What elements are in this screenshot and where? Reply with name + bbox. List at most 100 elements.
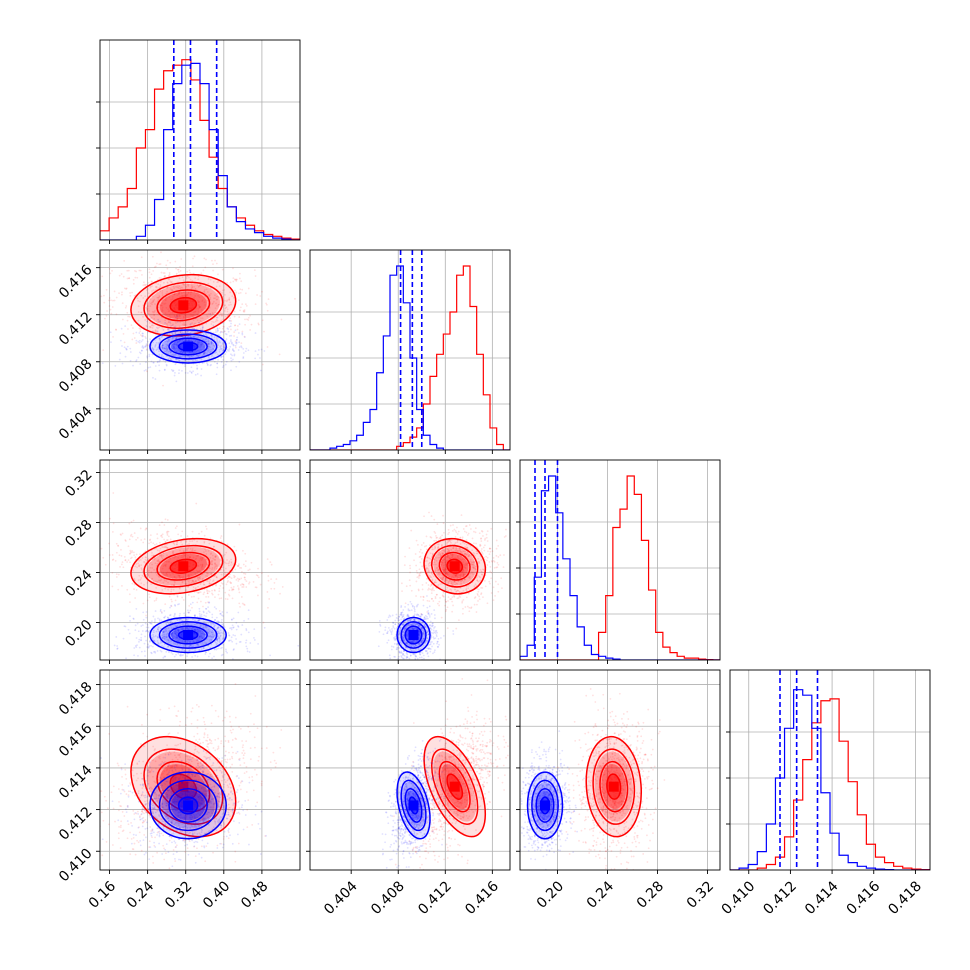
scatter-point [426,556,429,559]
scatter-point [151,567,154,569]
scatter-point [489,565,492,568]
scatter-point [216,631,219,634]
scatter-point [175,634,178,637]
scatter-point [222,632,224,634]
scatter-point [200,343,203,346]
scatter-point [490,571,493,574]
scatter-point [176,637,179,640]
scatter-point [478,532,481,535]
scatter-point [178,603,180,605]
scatter-point [483,544,486,547]
scatter-point [173,576,176,579]
scatter-point [126,311,129,314]
scatter-point [207,332,209,335]
diag-panel-1 [306,249,511,454]
scatter-point [216,627,219,630]
scatter-point [235,342,238,345]
scatter-point [198,649,201,651]
scatter-point [158,294,161,297]
scatter-point [461,571,464,574]
scatter-point [254,357,257,360]
scatter-point [179,624,182,627]
scatter-point [241,586,244,588]
scatter-point [229,576,231,579]
scatter-point [197,637,199,639]
scatter-point [165,306,168,309]
scatter-point [139,330,142,333]
scatter-point [224,333,227,335]
scatter-point [199,331,202,334]
scatter-point [165,560,168,563]
scatter-point [232,563,235,566]
scatter-point [197,644,200,647]
scatter-point [224,571,226,574]
scatter-point [209,351,211,354]
scatter-point [209,278,212,281]
scatter-point [181,649,183,652]
scatter-point [207,635,210,638]
scatter-point [124,540,127,542]
scatter-point [400,582,403,585]
scatter-point [186,283,189,286]
scatter-point [196,620,199,622]
scatter-point [118,554,121,557]
y-tick-label: 0.408 [56,356,96,396]
scatter-point [405,585,408,588]
scatter-point [178,618,181,621]
scatter-point [205,334,208,337]
scatter-point [471,563,474,566]
scatter-point [156,326,158,329]
scatter-point [200,341,203,344]
scatter-point [158,364,161,367]
scatter-point [222,637,224,639]
scatter-point [216,329,219,332]
scatter-point [157,306,160,309]
scatter-point [160,346,163,348]
scatter-point [181,276,184,279]
scatter-point [176,629,179,631]
scatter-point [209,635,212,637]
scatter-point [167,310,170,313]
scatter-point [124,559,127,561]
scatter-point [163,655,166,658]
scatter-point [177,630,180,632]
scatter-point [297,644,300,647]
scatter-point [181,335,184,338]
scatter-point [169,538,172,541]
scatter-point [123,625,126,628]
scatter-point [152,299,155,302]
scatter-point [205,288,208,291]
scatter-point [154,343,157,346]
scatter-point [192,335,195,338]
scatter-point [194,288,197,291]
scatter-point [234,568,237,571]
scatter-point [201,556,204,559]
scatter-point [159,290,162,293]
scatter-point [164,319,167,322]
scatter-point [235,621,238,624]
scatter-point [463,573,465,576]
scatter-point [141,557,144,559]
scatter-point [121,302,124,305]
scatter-point [173,347,176,350]
scatter-point [265,302,268,305]
scatter-point [190,582,193,584]
scatter-point [428,557,431,560]
scatter-point [217,626,220,629]
scatter-point [171,370,174,372]
scatter-point [491,550,494,553]
scatter-point [465,553,468,556]
scatter-point [437,543,440,546]
scatter-point [147,312,150,315]
scatter-point [160,578,163,581]
scatter-point [461,558,464,561]
scatter-point [230,320,233,322]
scatter-point [193,331,196,333]
scatter-point [242,563,245,566]
scatter-point [212,324,215,327]
scatter-point [194,310,196,313]
scatter-point [226,598,229,601]
scatter-point [165,349,168,352]
scatter-point [443,571,445,574]
scatter-point [444,579,447,581]
